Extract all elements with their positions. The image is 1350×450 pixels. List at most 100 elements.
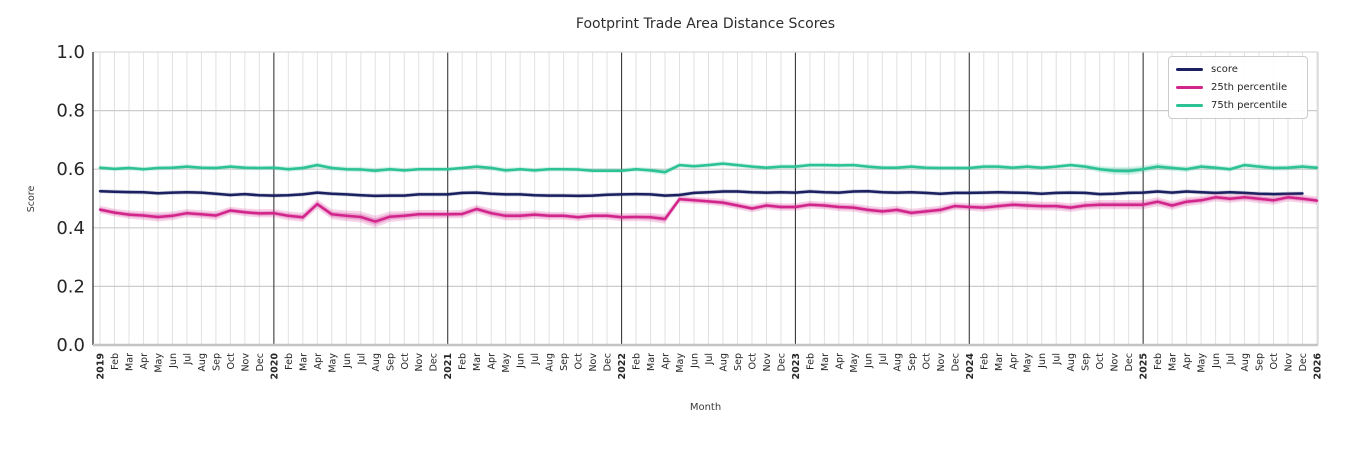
x-tick-label: Nov bbox=[762, 353, 773, 372]
x-tick-label: Nov bbox=[588, 353, 599, 372]
x-tick-label: Mar bbox=[646, 353, 657, 371]
x-tick-label: Oct bbox=[226, 353, 237, 370]
x-tick-label: 2026 bbox=[1313, 353, 1324, 380]
x-tick-label: Dec bbox=[950, 353, 961, 371]
x-tick-label: May bbox=[501, 353, 512, 373]
x-tick-label: Mar bbox=[125, 353, 136, 371]
x-tick-label: Jul bbox=[1226, 353, 1237, 365]
x-tick-label: Dec bbox=[1124, 353, 1135, 371]
y-tick-label: 0.0 bbox=[56, 335, 85, 356]
x-tick-label: Apr bbox=[834, 353, 845, 370]
x-tick-label: Feb bbox=[979, 353, 990, 370]
x-tick-label: Apr bbox=[313, 353, 324, 370]
x-tick-label: Sep bbox=[907, 353, 918, 371]
legend: score 25th percentile 75th percentile bbox=[1168, 56, 1308, 119]
x-tick-label: Oct bbox=[1095, 353, 1106, 370]
x-tick-label: Oct bbox=[400, 353, 411, 370]
x-tick-label: 2021 bbox=[443, 353, 454, 379]
x-tick-label: Jun bbox=[516, 353, 527, 369]
x-tick-label: Jul bbox=[878, 353, 889, 365]
x-tick-label: Apr bbox=[1182, 353, 1193, 370]
x-tick-label: Dec bbox=[1298, 353, 1309, 371]
legend-item-25th-percentile: 25th percentile bbox=[1176, 80, 1299, 95]
25th-percentile-line-swatch bbox=[1176, 86, 1203, 89]
score-line-swatch bbox=[1176, 68, 1203, 71]
x-tick-label: Mar bbox=[820, 353, 831, 371]
x-tick-label: Sep bbox=[211, 353, 222, 371]
x-tick-label: Jul bbox=[530, 353, 541, 365]
x-tick-label: Dec bbox=[429, 353, 440, 371]
x-tick-label: Mar bbox=[472, 353, 483, 371]
x-tick-label: Oct bbox=[574, 353, 585, 370]
x-tick-label: Aug bbox=[1066, 353, 1077, 372]
x-tick-label: Dec bbox=[776, 353, 787, 371]
y-tick-label: 0.6 bbox=[56, 159, 85, 180]
x-tick-label: Mar bbox=[298, 353, 309, 371]
x-tick-label: Nov bbox=[936, 353, 947, 372]
x-tick-label: Apr bbox=[661, 353, 672, 370]
x-tick-label: Dec bbox=[603, 353, 614, 371]
x-tick-label: Jul bbox=[1052, 353, 1063, 365]
legend-label: 75th percentile bbox=[1211, 99, 1288, 111]
x-tick-label: Feb bbox=[1153, 353, 1164, 370]
75th-percentile-line-swatch bbox=[1176, 104, 1203, 107]
x-tick-label: Feb bbox=[284, 353, 295, 370]
x-tick-label: 2024 bbox=[965, 353, 976, 380]
25th-percentile-line bbox=[98, 196, 1319, 223]
x-tick-label: May bbox=[849, 353, 860, 373]
x-tick-label: Jun bbox=[1211, 353, 1222, 369]
x-tick-label: 2023 bbox=[791, 353, 802, 379]
75th-percentile-line bbox=[98, 162, 1319, 174]
x-tick-label: Mar bbox=[994, 353, 1005, 371]
y-tick-label: 0.8 bbox=[56, 101, 85, 122]
y-tick-label: 0.2 bbox=[56, 276, 85, 297]
25th-percentile-band bbox=[100, 195, 1317, 225]
x-tick-label: Feb bbox=[110, 353, 121, 370]
x-tick-label: Nov bbox=[240, 353, 251, 372]
x-tick-label: Sep bbox=[559, 353, 570, 371]
x-tick-label: Nov bbox=[1110, 353, 1121, 372]
legend-item-75th-percentile: 75th percentile bbox=[1176, 98, 1299, 113]
x-tick-label: Sep bbox=[1255, 353, 1266, 371]
x-tick-label: Sep bbox=[385, 353, 396, 371]
x-tick-label: Jul bbox=[356, 353, 367, 365]
score-line bbox=[98, 189, 1304, 198]
x-tick-label: Oct bbox=[1269, 353, 1280, 370]
x-tick-label: Jul bbox=[182, 353, 193, 365]
x-axis-label: Month bbox=[690, 402, 721, 413]
x-tick-label: Apr bbox=[139, 353, 150, 370]
x-tick-label: Feb bbox=[458, 353, 469, 370]
y-tick-label: 0.4 bbox=[56, 218, 85, 239]
legend-label: 25th percentile bbox=[1211, 81, 1288, 93]
x-tick-label: Aug bbox=[719, 353, 730, 372]
x-tick-label: Dec bbox=[255, 353, 266, 371]
x-tick-label: Apr bbox=[487, 353, 498, 370]
x-tick-label: Aug bbox=[892, 353, 903, 372]
x-tick-label: Apr bbox=[1008, 353, 1019, 370]
x-tick-label: Aug bbox=[371, 353, 382, 372]
x-tick-label: May bbox=[675, 353, 686, 373]
x-tick-label: May bbox=[154, 353, 165, 373]
x-tick-label: Nov bbox=[1284, 353, 1295, 372]
chart-title: Footprint Trade Area Distance Scores bbox=[576, 16, 835, 32]
legend-item-score: score bbox=[1176, 62, 1299, 77]
x-tick-label: Oct bbox=[748, 353, 759, 370]
x-tick-label: Feb bbox=[805, 353, 816, 370]
x-tick-label: 2025 bbox=[1139, 353, 1150, 379]
x-tick-label: Sep bbox=[733, 353, 744, 371]
x-tick-label: Aug bbox=[545, 353, 556, 372]
x-tick-label: May bbox=[1023, 353, 1034, 373]
x-tick-label: May bbox=[1197, 353, 1208, 373]
x-tick-label: May bbox=[327, 353, 338, 373]
x-tick-label: Jun bbox=[342, 353, 353, 369]
x-tick-label: Sep bbox=[1081, 353, 1092, 371]
x-tick-label: Jun bbox=[863, 353, 874, 369]
x-tick-label: Oct bbox=[921, 353, 932, 370]
x-tick-label: Jul bbox=[704, 353, 715, 365]
25th-percentile-band bbox=[100, 193, 1317, 228]
y-axis-label: Score bbox=[26, 186, 37, 213]
x-tick-label: Jun bbox=[1037, 353, 1048, 369]
x-tick-label: Feb bbox=[632, 353, 643, 370]
